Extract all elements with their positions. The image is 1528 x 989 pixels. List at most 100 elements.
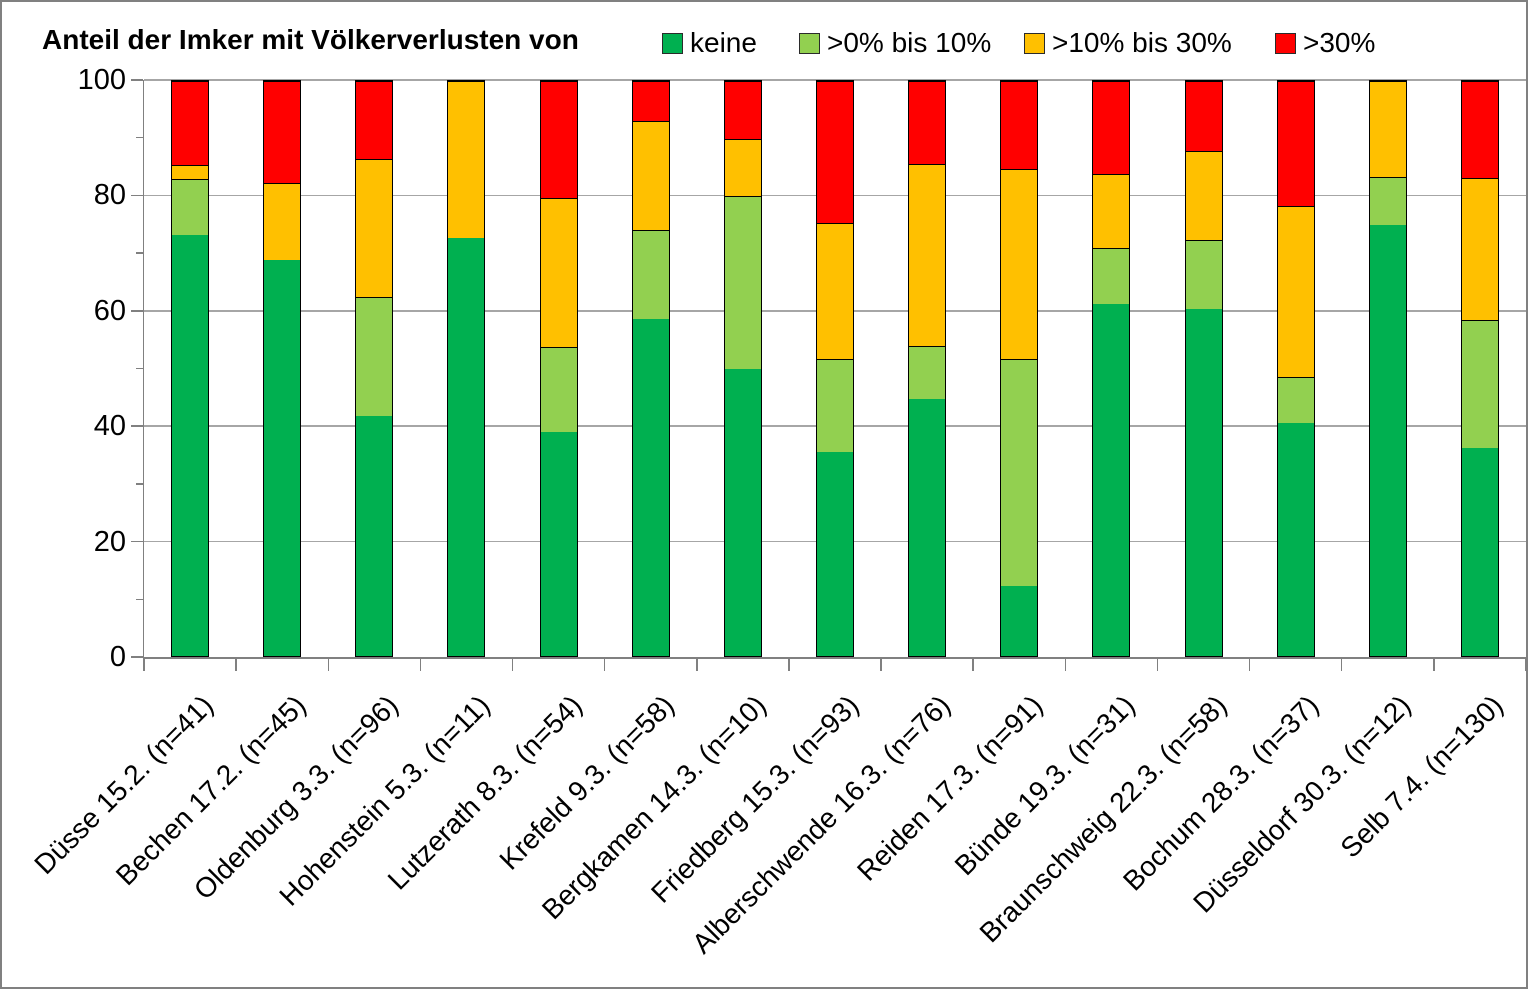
bar-segment-keine	[632, 319, 669, 656]
bar-segment->30%	[540, 81, 577, 199]
bar-segment->30%	[264, 81, 301, 184]
y-axis-label-40: 40	[93, 410, 126, 443]
y-axis-label-80: 80	[93, 179, 126, 212]
bar-segment->10% bis 30%	[1277, 205, 1314, 377]
bar-segment-keine	[264, 259, 301, 656]
x-tick-0	[143, 659, 145, 671]
bar-segment-keine	[1001, 586, 1038, 656]
bar-segment->10% bis 30%	[172, 164, 209, 179]
bar-Bochum 28.3. (n=37)	[1276, 80, 1315, 657]
bar-segment->0% bis 10%	[1001, 358, 1038, 587]
x-axis-label: Bünde 19.3. (n=31)	[948, 689, 1141, 882]
x-tick-11	[1156, 659, 1159, 671]
bar-segment->0% bis 10%	[1369, 177, 1406, 225]
bar-segment-keine	[172, 235, 209, 656]
x-tick-13	[1340, 659, 1343, 671]
bar-segment->10% bis 30%	[1001, 169, 1038, 359]
legend-label: >0% bis 10%	[827, 27, 992, 58]
bar-segment-keine	[909, 398, 946, 656]
bar-Bechen 17.2. (n=45)	[263, 80, 302, 657]
y-axis-label-60: 60	[93, 294, 126, 327]
bar-segment->0% bis 10%	[356, 296, 393, 417]
legend-label: >10% bis 30%	[1052, 27, 1232, 58]
bar-Oldenburg 3.3. (n=96)	[355, 80, 394, 657]
bar-segment->30%	[356, 81, 393, 159]
bar-segment-keine	[1277, 423, 1314, 656]
bar-segment->0% bis 10%	[1185, 239, 1222, 310]
y-major-tick-100	[131, 79, 143, 81]
bar-segment->0% bis 10%	[540, 347, 577, 433]
bar-segment->10% bis 30%	[817, 223, 853, 360]
bar-segment->10% bis 30%	[909, 164, 946, 347]
bar-segment->0% bis 10%	[172, 178, 209, 236]
legend-item->30%: >30%	[1275, 29, 1375, 57]
y-minor-tick-90	[136, 136, 143, 139]
y-major-tick-60	[131, 310, 143, 312]
bar-segment->10% bis 30%	[540, 198, 577, 348]
x-tick-5	[603, 659, 606, 671]
y-major-tick-0	[131, 656, 143, 658]
bar-segment->30%	[1277, 81, 1314, 206]
bar-segment->10% bis 30%	[1185, 150, 1222, 240]
x-tick-1	[235, 659, 237, 671]
y-minor-tick-50	[136, 367, 143, 370]
x-tick-6	[696, 659, 698, 671]
plot-area	[131, 79, 1526, 671]
bar-segment->30%	[1461, 81, 1498, 179]
bar-Reiden 17.3. (n=91)	[1000, 80, 1039, 657]
legend-label: keine	[690, 27, 757, 58]
y-minor-tick-10	[136, 598, 143, 601]
bar-segment-keine	[724, 368, 761, 656]
bar-Alberschwende 16.3. (n=76)	[908, 80, 947, 657]
y-axis-label-20: 20	[93, 525, 126, 558]
bar-segment->10% bis 30%	[264, 183, 301, 260]
legend-label: >30%	[1303, 27, 1376, 58]
bar-segment->0% bis 10%	[1277, 376, 1314, 424]
x-tick-4	[511, 659, 514, 671]
legend-item->10% bis 30%: >10% bis 30%	[1024, 29, 1232, 57]
legend-swatch->0% bis 10%	[799, 32, 820, 54]
bar-Bünde 19.3. (n=31)	[1092, 80, 1131, 657]
legend-item->0% bis 10%: >0% bis 10%	[799, 29, 991, 57]
bar-segment-keine	[356, 416, 393, 656]
bar-Selb 7.4. (n=130)	[1460, 80, 1499, 657]
bar-segment->10% bis 30%	[1093, 173, 1130, 248]
bar-segment->10% bis 30%	[1461, 178, 1498, 320]
bar-Krefeld 9.3. (n=58)	[631, 80, 670, 657]
x-tick-7	[788, 659, 790, 671]
bar-segment->30%	[817, 81, 853, 224]
bar-segment->0% bis 10%	[1461, 319, 1498, 448]
bar-segment->10% bis 30%	[724, 138, 761, 196]
bar-segment->10% bis 30%	[356, 158, 393, 297]
bar-segment->30%	[1093, 81, 1130, 174]
bar-segment->30%	[172, 81, 209, 165]
bar-segment-keine	[1185, 309, 1222, 656]
bar-segment->30%	[632, 81, 669, 121]
y-minor-tick-70	[136, 252, 143, 254]
bar-segment->30%	[724, 81, 761, 139]
y-axis-label-100: 100	[77, 64, 126, 96]
bar-segment-keine	[540, 432, 577, 656]
bar-segment->10% bis 30%	[1369, 81, 1406, 178]
legend-swatch-keine	[662, 32, 683, 54]
legend-item-keine: keine	[662, 29, 757, 57]
bar-segment-keine	[1461, 447, 1498, 656]
chart-title: Anteil der Imker mit Völkerverlusten von	[42, 24, 579, 55]
bar-segment-keine	[1369, 224, 1406, 656]
x-axis-line	[142, 657, 1526, 659]
x-tick-9	[972, 659, 974, 671]
bar-Düsse 15.2. (n=41)	[171, 80, 210, 657]
x-tick-8	[880, 659, 882, 671]
legend-swatch->30%	[1275, 32, 1296, 54]
bar-segment->0% bis 10%	[632, 229, 669, 320]
y-axis-line	[142, 80, 144, 659]
bar-segment->30%	[1185, 81, 1222, 151]
x-axis-label: Düsse 15.2. (n=41)	[28, 689, 220, 881]
y-major-tick-40	[131, 425, 143, 427]
bar-Friedberg 15.3. (n=93)	[816, 80, 854, 657]
x-tick-15	[1525, 659, 1526, 671]
y-major-tick-20	[131, 540, 143, 543]
bar-segment-keine	[1093, 303, 1130, 656]
x-tick-14	[1433, 659, 1435, 671]
